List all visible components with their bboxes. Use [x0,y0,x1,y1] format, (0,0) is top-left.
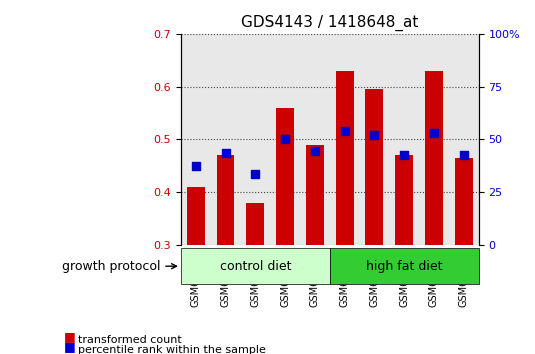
Bar [246,202,264,245]
Bar [419,34,449,245]
Point [460,152,468,158]
Text: percentile rank within the sample: percentile rank within the sample [78,346,265,354]
Point [281,137,289,142]
Text: high fat diet: high fat diet [366,260,442,273]
Bar [217,155,234,245]
Point [430,130,438,135]
Bar [187,187,205,245]
FancyBboxPatch shape [330,248,479,284]
Bar [455,158,473,245]
Bar [335,71,354,245]
Point [370,132,379,138]
Point [192,163,200,169]
Point [340,129,349,134]
Bar [425,71,443,245]
Text: ■: ■ [64,330,76,343]
Bar [365,89,384,245]
Title: GDS4143 / 1418648_at: GDS4143 / 1418648_at [241,15,418,31]
Bar [300,34,330,245]
Point [221,150,230,155]
Bar [211,34,240,245]
Bar [306,145,324,245]
Bar [270,34,300,245]
Bar [240,34,270,245]
Text: control diet: control diet [219,260,291,273]
Bar [389,34,419,245]
Bar [330,34,360,245]
Bar [360,34,389,245]
FancyBboxPatch shape [181,248,330,284]
Text: transformed count: transformed count [78,335,181,345]
Bar [181,34,211,245]
Bar [449,34,479,245]
Text: growth protocol: growth protocol [62,260,177,273]
Bar [395,155,413,245]
Point [251,171,259,176]
Point [400,152,409,158]
Text: ■: ■ [64,341,76,353]
Bar [276,108,294,245]
Point [311,149,319,154]
